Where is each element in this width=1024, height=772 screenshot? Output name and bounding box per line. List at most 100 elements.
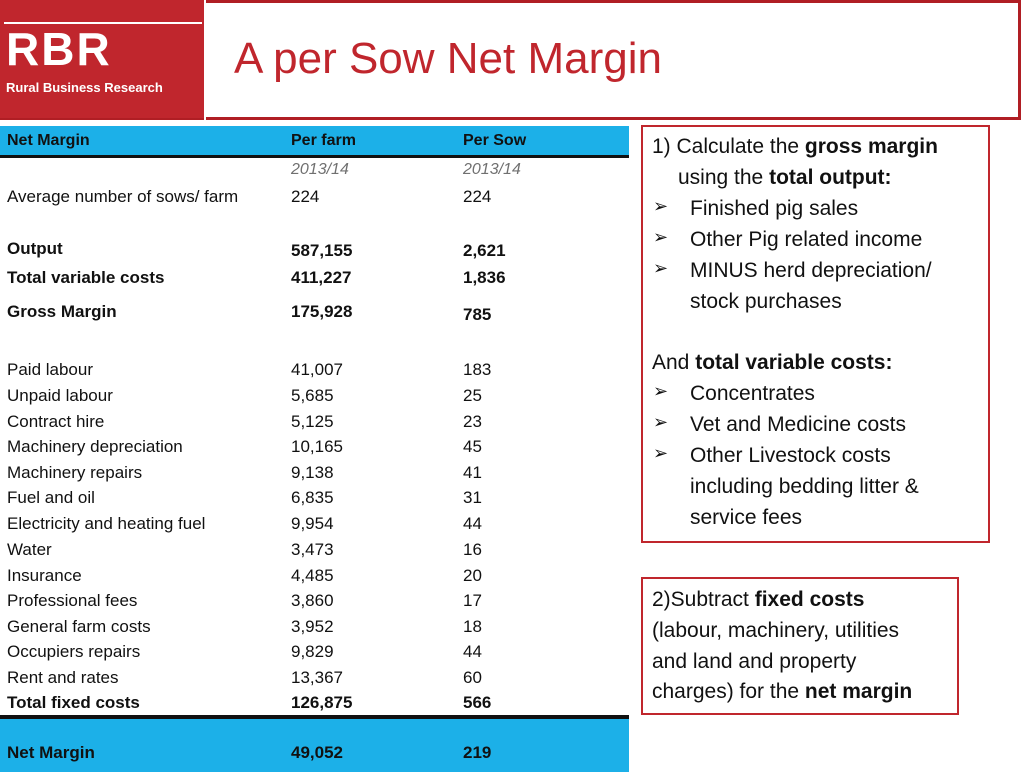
year-per-sow: 2013/14 <box>463 161 521 178</box>
callout-line: and land and property <box>652 650 857 673</box>
callout-line: 1) Calculate the gross margin <box>652 134 938 160</box>
fixed-row-label: Contract hire <box>7 412 105 431</box>
fixed-row-label: Machinery depreciation <box>7 437 183 456</box>
bullet-other-livestock-cont2: service fees <box>690 506 803 529</box>
tfc-label: Total fixed costs <box>7 693 140 712</box>
net-margin-callout: 2)Subtract fixed costs (labour, machiner… <box>641 577 959 715</box>
gross-label: Gross Margin <box>7 302 117 321</box>
table-header <box>0 126 629 158</box>
header-per-farm: Per farm <box>291 132 356 149</box>
fixed-row-label: Machinery repairs <box>7 463 143 482</box>
output-label: Output <box>7 239 63 258</box>
fixed-row-sow: 44 <box>463 642 482 661</box>
bullet-other-pig: Other Pig related income <box>690 228 923 251</box>
callout-bold: gross margin <box>804 135 938 158</box>
fixed-row-label: Insurance <box>7 566 82 585</box>
bullet-other-livestock-cont: including bedding litter & <box>690 475 919 498</box>
tvc-label: Total variable costs <box>7 268 165 287</box>
fixed-row-sow: 41 <box>463 463 482 482</box>
fixed-row-label: General farm costs <box>7 617 151 636</box>
fixed-row-sow: 18 <box>463 617 482 636</box>
fixed-row-farm: 41,007 <box>291 360 343 379</box>
year-per-farm: 2013/14 <box>291 161 349 178</box>
fixed-row-farm: 3,952 <box>291 617 334 636</box>
fixed-row-label: Rent and rates <box>7 668 119 687</box>
tvc-farm: 411,227 <box>291 268 352 287</box>
fixed-row-farm: 4,485 <box>291 566 334 585</box>
fixed-row-label: Electricity and heating fuel <box>7 514 206 533</box>
gross-sow: 785 <box>463 305 492 324</box>
fixed-row-sow: 45 <box>463 437 482 456</box>
fixed-row-label: Water <box>7 540 52 559</box>
output-farm: 587,155 <box>291 241 353 260</box>
bullet-other-livestock: Other Livestock costs <box>690 444 891 467</box>
callout-line: And total variable costs: <box>652 350 892 376</box>
fixed-row-farm: 10,165 <box>291 437 343 456</box>
title-bar: A per Sow Net Margin <box>206 0 1021 120</box>
fixed-row-farm: 3,473 <box>291 540 334 559</box>
output-sow: 2,621 <box>463 241 506 260</box>
arrow-bullet-icon: ➢ <box>653 258 669 278</box>
callout-text: And <box>652 351 696 374</box>
tfc-farm: 126,875 <box>291 693 353 712</box>
arrow-bullet-icon: ➢ <box>653 443 669 463</box>
fixed-row-farm: 9,829 <box>291 642 334 661</box>
fixed-row-farm: 6,835 <box>291 488 334 507</box>
callout-bold: fixed costs <box>754 588 865 611</box>
net-sow: 219 <box>463 743 492 762</box>
callout-bold: total variable costs: <box>695 351 893 374</box>
fixed-row-label: Occupiers repairs <box>7 642 141 661</box>
logo-subtitle: Rural Business Research <box>6 80 163 95</box>
fixed-row-label: Professional fees <box>7 591 138 610</box>
tfc-sow: 566 <box>463 693 492 712</box>
fixed-row-sow: 44 <box>463 514 482 533</box>
bullet-minus-herd-cont: stock purchases <box>690 290 842 313</box>
arrow-bullet-icon: ➢ <box>653 227 669 247</box>
gross-farm: 175,928 <box>291 302 353 321</box>
fixed-row-label: Paid labour <box>7 360 94 379</box>
fixed-row-sow: 60 <box>463 668 482 687</box>
arrow-bullet-icon: ➢ <box>653 412 669 432</box>
fixed-row-sow: 16 <box>463 540 482 559</box>
callout-bold: net margin <box>804 680 913 703</box>
arrow-bullet-icon: ➢ <box>653 196 669 216</box>
logo-panel <box>4 22 202 102</box>
header-net-margin: Net Margin <box>7 132 90 149</box>
logo-text: RBR <box>6 23 112 75</box>
callout-text: charges) for the <box>652 680 805 703</box>
arrow-bullet-icon: ➢ <box>653 381 669 401</box>
fixed-row-sow: 20 <box>463 566 482 585</box>
callout-text: using the <box>678 166 770 189</box>
callout-line: using the total output: <box>678 165 892 191</box>
gross-margin-callout: 1) Calculate the gross margin using the … <box>641 125 990 543</box>
fixed-row-sow: 25 <box>463 386 482 405</box>
fixed-row-farm: 5,685 <box>291 386 334 405</box>
fixed-row-farm: 13,367 <box>291 668 343 687</box>
callout-line: charges) for the net margin <box>652 679 912 705</box>
logo: RBR Rural Business Research <box>0 0 204 120</box>
callout-line: 2)Subtract fixed costs <box>652 587 864 613</box>
net-farm: 49,052 <box>291 743 343 762</box>
fixed-row-sow: 17 <box>463 591 482 610</box>
callout-text: 2)Subtract <box>652 588 755 611</box>
bullet-finished-pig: Finished pig sales <box>690 197 859 220</box>
fixed-row-farm: 5,125 <box>291 412 334 431</box>
header-per-sow: Per Sow <box>463 132 527 149</box>
net-margin-row <box>0 715 629 772</box>
callout-bold: total output: <box>769 166 892 189</box>
fixed-row-label: Fuel and oil <box>7 488 95 507</box>
fixed-row-farm: 9,138 <box>291 463 334 482</box>
sows-sow: 224 <box>463 187 492 206</box>
bullet-minus-herd: MINUS herd depreciation/ <box>690 259 932 282</box>
net-label: Net Margin <box>7 743 95 762</box>
fixed-row-farm: 9,954 <box>291 514 334 533</box>
fixed-row-label: Unpaid labour <box>7 386 113 405</box>
callout-text: 1) Calculate the <box>652 135 805 158</box>
page-title: A per Sow Net Margin <box>234 34 662 83</box>
bullet-concentrates: Concentrates <box>690 382 815 405</box>
fixed-row-farm: 3,860 <box>291 591 334 610</box>
fixed-row-sow: 31 <box>463 488 482 507</box>
tvc-sow: 1,836 <box>463 268 506 287</box>
callout-line: (labour, machinery, utilities <box>652 619 900 642</box>
sows-farm: 224 <box>291 187 320 206</box>
